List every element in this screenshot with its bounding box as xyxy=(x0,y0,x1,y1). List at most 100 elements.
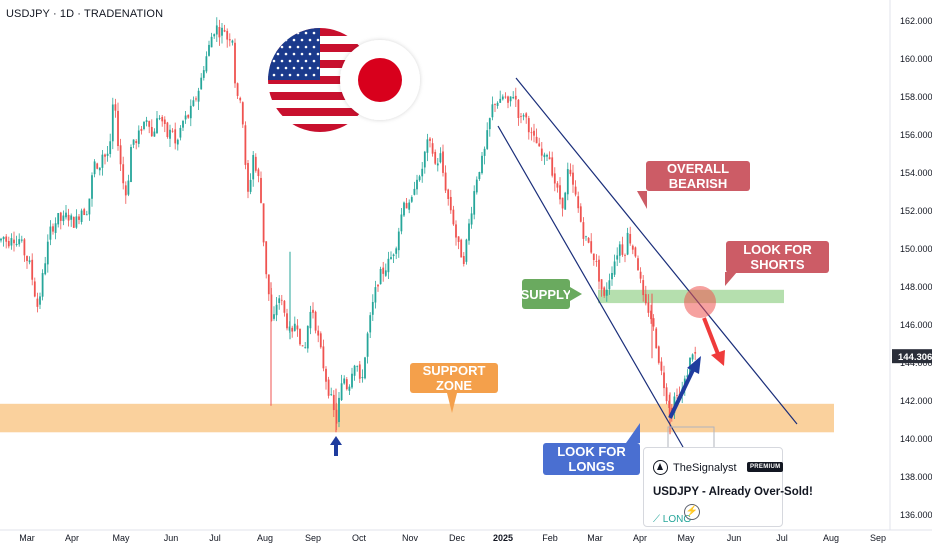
candle-body xyxy=(364,357,366,379)
candle-body xyxy=(384,270,387,276)
candle-body xyxy=(228,39,231,41)
price-axis[interactable]: 136.000138.000140.000142.000144.000146.0… xyxy=(889,0,932,530)
candle-body xyxy=(644,294,647,304)
candle-body xyxy=(257,169,260,177)
candle-body xyxy=(296,325,299,330)
candle-body xyxy=(371,301,374,315)
candle-body xyxy=(517,99,520,119)
candle-body xyxy=(304,347,307,349)
candle-body xyxy=(358,364,361,379)
candle-body xyxy=(213,34,216,37)
candle-body xyxy=(91,175,93,199)
candle-body xyxy=(195,98,197,100)
candle-body xyxy=(169,129,171,139)
candle-body xyxy=(18,239,21,245)
candle-body xyxy=(280,299,283,301)
candle-body xyxy=(122,164,125,184)
candle-body xyxy=(171,130,174,132)
candle-body xyxy=(462,256,465,264)
us-flag-star xyxy=(308,52,312,56)
candle-body xyxy=(379,268,382,285)
us-flag-star xyxy=(288,73,292,77)
candle-body xyxy=(436,163,439,166)
candle-body xyxy=(553,173,556,184)
candle-body xyxy=(317,330,320,336)
us-flag-star xyxy=(300,38,304,42)
us-flag-star xyxy=(312,45,316,49)
candle-body xyxy=(530,132,533,134)
card-author[interactable]: TheSignalyst xyxy=(673,462,737,474)
us-flag-star xyxy=(316,38,320,42)
us-flag-star xyxy=(280,31,284,35)
candle-body xyxy=(187,114,190,118)
time-tick-label: May xyxy=(677,533,695,543)
candle-body xyxy=(345,379,348,390)
candle-body xyxy=(652,318,655,327)
supply-label: SUPPLY xyxy=(520,286,572,302)
japan-flag-icon xyxy=(340,40,420,120)
price-tick-label: 150.000 xyxy=(900,244,932,254)
candle-body xyxy=(98,167,101,171)
candle-body xyxy=(20,239,23,241)
time-tick-label: Feb xyxy=(542,533,558,543)
candle-body xyxy=(426,139,429,153)
candle-body xyxy=(244,125,247,165)
direction-label: LONG xyxy=(662,514,692,525)
time-tick-label: Jun xyxy=(727,533,742,543)
candle-body xyxy=(49,226,52,240)
candle-body xyxy=(408,202,411,210)
us-flag-star xyxy=(304,59,308,63)
candle-body xyxy=(468,223,470,241)
candle-body xyxy=(447,189,450,199)
candle-body xyxy=(124,185,127,196)
candle-body xyxy=(514,95,517,100)
time-axis[interactable]: Mar Apr May Jun Jul Aug Sep Oct Nov Dec 2025 Feb Mar… xyxy=(0,529,932,543)
us-flag-star xyxy=(308,38,312,42)
candle-body xyxy=(275,304,278,316)
candle-body xyxy=(78,216,80,220)
boost-icon[interactable]: ⚡ xyxy=(684,504,700,520)
candle-body xyxy=(179,127,182,138)
candle-body xyxy=(647,302,650,313)
price-tick-label: 140.000 xyxy=(900,434,932,444)
candle-body xyxy=(475,179,478,193)
time-tick-label: May xyxy=(112,533,130,543)
candle-body xyxy=(254,156,257,171)
time-tick-label: Mar xyxy=(19,533,35,543)
us-flag-star xyxy=(296,73,300,77)
support-zone-label: SUPPORT ZONE xyxy=(422,363,486,393)
idea-card[interactable]: TheSignalyst PREMIUM USDJPY - Already Ov… xyxy=(643,447,813,527)
candle-body xyxy=(611,272,613,280)
candle-body xyxy=(278,298,281,304)
candle-body xyxy=(457,236,460,242)
price-tick-label: 162.000 xyxy=(900,16,932,26)
us-flag-stripe xyxy=(268,108,372,116)
us-flag-star xyxy=(316,66,320,70)
card-title[interactable]: USDJPY - Already Over-Sold! xyxy=(653,486,813,498)
candle-body xyxy=(631,245,634,250)
candle-body xyxy=(543,154,546,158)
candle-body xyxy=(208,44,210,56)
candle-body xyxy=(80,210,83,222)
candle-body xyxy=(590,241,593,253)
look-for-longs-label: LOOK FOR LONGS xyxy=(557,444,626,474)
candle-body xyxy=(634,247,637,257)
time-tick-label: Jul xyxy=(776,533,788,543)
candle-body xyxy=(218,27,221,38)
candle-body xyxy=(241,102,244,125)
candle-body xyxy=(509,96,512,102)
candle-body xyxy=(0,238,2,241)
candle-body xyxy=(189,105,192,119)
candle-body xyxy=(444,172,447,191)
candle-body xyxy=(325,368,327,382)
candle-body xyxy=(161,116,164,122)
candle-body xyxy=(642,280,645,296)
candle-body xyxy=(512,97,515,99)
candle-body xyxy=(473,191,476,215)
candle-body xyxy=(439,153,442,163)
time-tick-label: Aug xyxy=(823,533,839,543)
premium-badge: PREMIUM xyxy=(747,462,784,472)
candle-body xyxy=(135,141,138,143)
support-zone xyxy=(0,403,834,433)
